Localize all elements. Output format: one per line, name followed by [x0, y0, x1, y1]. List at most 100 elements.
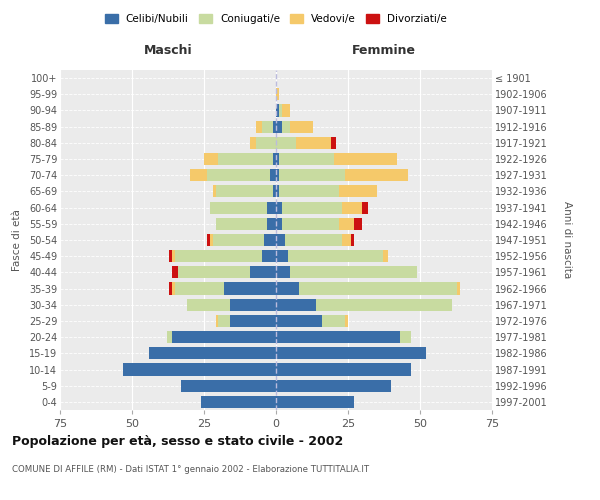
Bar	[276, 266, 290, 278]
Bar	[296, 137, 331, 149]
Bar	[201, 396, 276, 408]
Legend: Celibi/Nubili, Coniugati/e, Vedovi/e, Divorziati/e: Celibi/Nubili, Coniugati/e, Vedovi/e, Di…	[101, 10, 451, 29]
Bar	[276, 298, 316, 311]
Bar	[276, 186, 279, 198]
Bar	[262, 120, 273, 132]
Bar	[215, 218, 268, 230]
Bar	[273, 120, 276, 132]
Bar	[276, 234, 284, 246]
Bar	[256, 137, 276, 149]
Bar	[276, 282, 299, 294]
Bar	[331, 137, 337, 149]
Bar	[334, 153, 397, 165]
Bar	[172, 266, 178, 278]
Bar	[256, 120, 262, 132]
Bar	[230, 315, 276, 327]
Bar	[218, 315, 230, 327]
Bar	[340, 186, 377, 198]
Bar	[299, 282, 457, 294]
Bar	[282, 104, 290, 117]
Bar	[172, 282, 175, 294]
Bar	[262, 250, 276, 262]
Bar	[276, 250, 287, 262]
Bar	[290, 120, 313, 132]
Y-axis label: Fasce di età: Fasce di età	[12, 209, 22, 271]
Bar	[270, 169, 276, 181]
Bar	[345, 315, 348, 327]
Bar	[210, 202, 268, 213]
Text: Maschi: Maschi	[143, 44, 193, 57]
Bar	[172, 250, 175, 262]
Bar	[273, 153, 276, 165]
Bar	[181, 380, 276, 392]
Bar	[268, 218, 276, 230]
Bar	[276, 396, 354, 408]
Bar	[215, 315, 218, 327]
Bar	[276, 88, 279, 101]
Bar	[230, 298, 276, 311]
Bar	[282, 202, 342, 213]
Bar	[342, 234, 351, 246]
Bar	[287, 250, 383, 262]
Bar	[250, 137, 256, 149]
Bar	[204, 153, 218, 165]
Bar	[284, 234, 342, 246]
Bar	[190, 169, 207, 181]
Bar	[212, 186, 215, 198]
Bar	[276, 137, 296, 149]
Bar	[175, 282, 224, 294]
Bar	[354, 218, 362, 230]
Bar	[169, 250, 172, 262]
Text: COMUNE DI AFFILE (RM) - Dati ISTAT 1° gennaio 2002 - Elaborazione TUTTITALIA.IT: COMUNE DI AFFILE (RM) - Dati ISTAT 1° ge…	[12, 465, 369, 474]
Bar	[276, 104, 279, 117]
Bar	[279, 104, 282, 117]
Bar	[273, 186, 276, 198]
Bar	[316, 298, 452, 311]
Bar	[265, 234, 276, 246]
Bar	[169, 282, 172, 294]
Bar	[276, 169, 279, 181]
Bar	[383, 250, 388, 262]
Bar	[345, 169, 409, 181]
Bar	[276, 315, 322, 327]
Bar	[279, 186, 340, 198]
Text: Femmine: Femmine	[352, 44, 416, 57]
Bar	[207, 169, 270, 181]
Bar	[457, 282, 460, 294]
Bar	[178, 266, 250, 278]
Bar	[212, 234, 265, 246]
Text: Popolazione per età, sesso e stato civile - 2002: Popolazione per età, sesso e stato civil…	[12, 435, 343, 448]
Bar	[224, 282, 276, 294]
Bar	[210, 234, 212, 246]
Bar	[290, 266, 417, 278]
Bar	[124, 364, 276, 376]
Bar	[322, 315, 345, 327]
Bar	[167, 331, 172, 343]
Bar	[276, 364, 412, 376]
Bar	[215, 186, 273, 198]
Bar	[276, 380, 391, 392]
Bar	[400, 331, 412, 343]
Bar	[276, 348, 426, 360]
Bar	[187, 298, 230, 311]
Bar	[279, 153, 334, 165]
Bar	[276, 153, 279, 165]
Y-axis label: Anni di nascita: Anni di nascita	[562, 202, 572, 278]
Bar	[351, 234, 354, 246]
Bar	[149, 348, 276, 360]
Bar	[276, 202, 282, 213]
Bar	[276, 218, 282, 230]
Bar	[218, 153, 273, 165]
Bar	[279, 169, 345, 181]
Bar	[207, 234, 210, 246]
Bar	[340, 218, 354, 230]
Bar	[282, 120, 290, 132]
Bar	[362, 202, 368, 213]
Bar	[175, 250, 262, 262]
Bar	[250, 266, 276, 278]
Bar	[276, 331, 400, 343]
Bar	[276, 120, 282, 132]
Bar	[172, 331, 276, 343]
Bar	[282, 218, 340, 230]
Bar	[342, 202, 362, 213]
